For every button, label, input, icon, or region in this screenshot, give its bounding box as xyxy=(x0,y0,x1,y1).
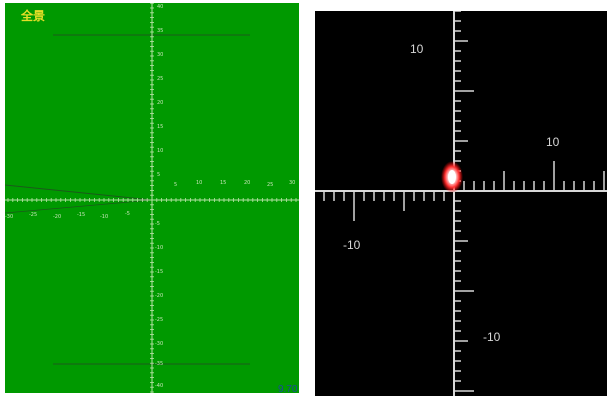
x-tick-label: 10 xyxy=(196,180,203,186)
target-axis-ticks xyxy=(323,10,605,392)
x-tick-label: 30 xyxy=(289,180,296,186)
x-tick-label: -15 xyxy=(77,212,86,218)
axis-ticks xyxy=(7,2,297,393)
slanted-line-lower xyxy=(4,199,153,214)
x-tick-label: -5 xyxy=(125,211,130,217)
zoom-value: 9.70 xyxy=(278,384,298,395)
x-tick-label: 5 xyxy=(174,182,178,188)
y-tick-label: 5 xyxy=(157,172,161,178)
x-negative-label: -10 xyxy=(343,238,361,252)
y-tick-label: -15 xyxy=(155,269,164,275)
y-tick-label: 10 xyxy=(157,148,164,154)
y-tick-label: 15 xyxy=(157,124,164,130)
slanted-line-upper xyxy=(4,184,153,201)
y-tick-label: -40 xyxy=(155,383,164,389)
x-tick-label: 25 xyxy=(267,182,274,188)
y-tick-label: 40 xyxy=(157,4,164,10)
target-view-panel: 10 10 -10 -10 xyxy=(315,10,607,396)
x-tick-label: -25 xyxy=(29,212,38,218)
panorama-title: 全景 xyxy=(21,9,46,23)
x-tick-label: -10 xyxy=(100,214,109,220)
target-core xyxy=(448,170,456,184)
x-positive-label: 10 xyxy=(546,135,560,149)
target-view-background xyxy=(315,11,607,396)
x-tick-label: 15 xyxy=(220,180,227,186)
y-tick-label: -25 xyxy=(155,317,164,323)
panorama-panel: 全景 9.70 40 35 30 25 20 15 10 5 -5 -10 -1… xyxy=(4,2,299,395)
y-positive-label: 10 xyxy=(410,42,424,56)
x-tick-label: -30 xyxy=(5,214,14,220)
y-tick-label: -30 xyxy=(155,341,164,347)
y-tick-label: -20 xyxy=(155,293,164,299)
y-tick-label: 30 xyxy=(157,52,164,58)
y-tick-label: 25 xyxy=(157,76,164,82)
y-tick-label: -10 xyxy=(155,245,164,251)
y-tick-label: -35 xyxy=(155,361,164,367)
panorama-plot xyxy=(4,2,299,393)
y-tick-label: 35 xyxy=(157,28,164,34)
x-tick-label: -20 xyxy=(53,214,62,220)
y-negative-label: -10 xyxy=(483,330,501,344)
x-tick-label: 20 xyxy=(244,180,251,186)
y-tick-label: 20 xyxy=(157,100,164,106)
target-view-plot xyxy=(315,10,607,396)
y-tick-label: -5 xyxy=(155,221,160,227)
